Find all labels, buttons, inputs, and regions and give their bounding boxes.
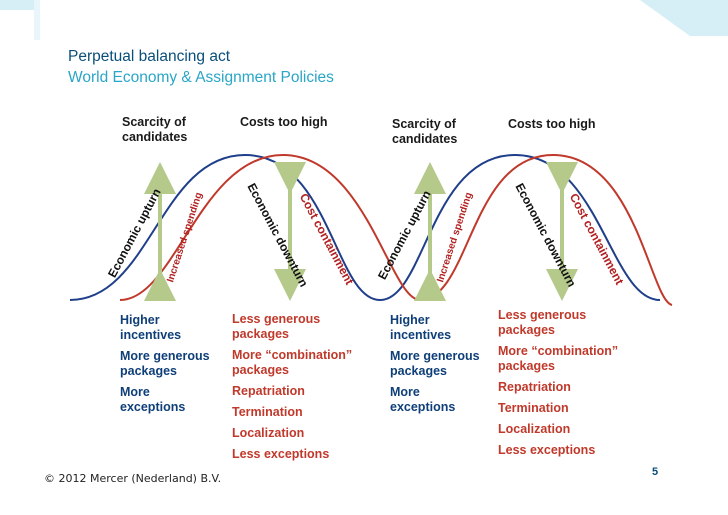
page-title: Perpetual balancing act bbox=[68, 48, 231, 65]
policy-item: Localization bbox=[232, 426, 305, 440]
phase-3-header: Scarcity of candidates bbox=[392, 117, 458, 146]
policy-item: Less exceptions bbox=[498, 443, 596, 457]
policy-item: Less generous packages bbox=[498, 308, 587, 337]
policy-item: Higher incentives bbox=[120, 313, 182, 342]
page-subtitle: World Economy & Assignment Policies bbox=[68, 69, 334, 86]
policy-item: More generous packages bbox=[120, 349, 210, 378]
policy-item: Higher incentives bbox=[390, 313, 452, 342]
copyright-text: 2012 Mercer (Nederland) B.V. bbox=[58, 472, 222, 485]
copyright-symbol: © bbox=[44, 472, 55, 485]
policy-item: More “combination” packages bbox=[498, 344, 619, 373]
phase-1-policies: Higher incentives More generous packages… bbox=[120, 313, 210, 421]
policy-item: Repatriation bbox=[498, 380, 571, 394]
policy-item: Repatriation bbox=[232, 384, 305, 398]
policy-item: Termination bbox=[232, 405, 303, 419]
policy-item: More exceptions bbox=[390, 385, 456, 414]
policy-item: More generous packages bbox=[390, 349, 480, 378]
policy-item: More exceptions bbox=[120, 385, 186, 414]
phase-2-header: Costs too high bbox=[240, 115, 328, 129]
policy-item: More “combination” packages bbox=[232, 348, 353, 377]
phase-1-header: Scarcity of candidates bbox=[122, 115, 188, 144]
policy-item: Less exceptions bbox=[232, 447, 330, 461]
phase-4-header: Costs too high bbox=[508, 117, 596, 131]
policy-item: Less generous packages bbox=[232, 312, 321, 341]
policy-item: Termination bbox=[498, 401, 569, 415]
phase-3-policies: Higher incentives More generous packages… bbox=[390, 313, 480, 421]
copyright-notice: © 2012 Mercer (Nederland) B.V. bbox=[44, 472, 221, 485]
page-number: 5 bbox=[652, 466, 659, 478]
phase-4-policies: Less generous packages More “combination… bbox=[498, 308, 618, 464]
phase-2-policies: Less generous packages More “combination… bbox=[232, 312, 352, 468]
policy-item: Localization bbox=[498, 422, 571, 436]
